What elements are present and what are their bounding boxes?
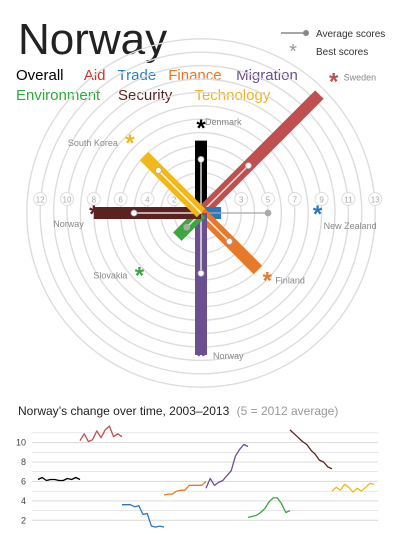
component-word-overall: Overall bbox=[16, 67, 64, 84]
average-dot-migration bbox=[197, 269, 205, 277]
best-country-aid: Sweden bbox=[344, 72, 377, 82]
average-dot-finance bbox=[226, 238, 233, 245]
component-word-technology: Technology bbox=[194, 87, 270, 104]
best-asterisk-overall: * bbox=[196, 115, 206, 142]
best-asterisk-environment: * bbox=[135, 263, 145, 290]
series-line-aid bbox=[79, 425, 123, 443]
scale-tick-label: 10 bbox=[63, 196, 72, 205]
radial-chart: 13579111324681012*Denmark*Sweden*New Zea… bbox=[26, 38, 383, 388]
average-dot-overall bbox=[197, 155, 205, 163]
average-dot-trade bbox=[264, 209, 272, 217]
scale-tick-badge bbox=[368, 192, 383, 206]
scale-tick-badge bbox=[33, 192, 48, 206]
scale-tick-badge bbox=[261, 192, 275, 206]
grid-ring bbox=[26, 38, 376, 388]
scale-tick-badge bbox=[60, 192, 74, 206]
average-legend-label: Average scores bbox=[316, 29, 385, 40]
best-country-trade: New Zealand bbox=[324, 221, 377, 231]
series-line-trade bbox=[122, 504, 165, 528]
scale-tick-label: 2 bbox=[172, 196, 177, 205]
scale-tick-badge bbox=[287, 192, 302, 206]
average-legend-dot bbox=[303, 30, 309, 36]
series-line-technology bbox=[331, 482, 375, 493]
best-country-security: Norway bbox=[53, 219, 84, 229]
scale-tick-badge bbox=[113, 192, 128, 206]
grid-ring bbox=[39, 51, 363, 375]
y-tick-label: 6 bbox=[21, 476, 26, 486]
best-country-finance: Finland bbox=[275, 275, 305, 285]
best-asterisk-trade: * bbox=[313, 201, 323, 228]
scale-tick-badge bbox=[314, 192, 329, 206]
series-line-environment bbox=[247, 497, 291, 519]
component-word-environment: Environment bbox=[16, 87, 101, 104]
page-title: Norway bbox=[18, 15, 167, 64]
line-chart: Norway’s change over time, 2003–2013 (5 … bbox=[16, 404, 378, 528]
line-chart-title: Norway’s change over time, 2003–2013 (5 … bbox=[18, 404, 338, 418]
y-tick-label: 8 bbox=[21, 457, 26, 467]
best-country-migration: Norway bbox=[213, 351, 244, 361]
best-asterisk-security: * bbox=[89, 201, 99, 228]
scale-tick-label: 12 bbox=[36, 196, 45, 205]
best-legend-asterisk: * bbox=[289, 41, 297, 63]
scale-tick-label: 3 bbox=[239, 196, 244, 205]
series-line-security bbox=[289, 429, 333, 470]
best-country-environment: Slovakia bbox=[93, 271, 127, 281]
scale-tick-label: 5 bbox=[266, 196, 271, 205]
scale-tick-badge bbox=[234, 192, 249, 206]
legend: Average scores * Best scores bbox=[281, 29, 385, 63]
series-line-overall bbox=[37, 476, 81, 482]
scale-tick-badge bbox=[341, 192, 356, 206]
average-dot-aid bbox=[244, 162, 252, 170]
scale-tick-label: 8 bbox=[92, 196, 97, 205]
y-tick-label: 10 bbox=[16, 438, 26, 448]
best-country-technology: South Korea bbox=[68, 138, 118, 148]
best-legend-label: Best scores bbox=[316, 47, 368, 58]
best-asterisk-migration: * bbox=[196, 343, 206, 370]
average-line-aid bbox=[200, 165, 249, 214]
scale-tick-label: 11 bbox=[344, 196, 353, 205]
component-word-migration: Migration bbox=[236, 67, 298, 84]
best-asterisk-finance: * bbox=[263, 267, 273, 294]
average-line-technology bbox=[157, 169, 202, 214]
y-tick-label: 2 bbox=[21, 515, 26, 525]
scale-tick-label: 4 bbox=[145, 196, 150, 205]
grid-ring bbox=[52, 64, 350, 362]
scale-tick-label: 6 bbox=[118, 196, 123, 205]
scale-tick-label: 9 bbox=[319, 196, 324, 205]
best-country-overall: Denmark bbox=[205, 117, 242, 127]
series-line-migration bbox=[205, 443, 249, 489]
y-tick-label: 4 bbox=[21, 496, 26, 506]
scale-tick-label: 13 bbox=[371, 196, 380, 205]
best-asterisk-technology: * bbox=[125, 130, 135, 157]
scale-tick-label: 7 bbox=[293, 196, 298, 205]
average-dot-security bbox=[130, 209, 138, 217]
scale-tick-badge bbox=[140, 192, 155, 206]
best-asterisk-aid: * bbox=[329, 68, 339, 95]
series-line-finance bbox=[163, 480, 207, 496]
average-dot-technology bbox=[154, 166, 162, 174]
scale-tick-badge bbox=[86, 192, 101, 206]
component-word-trade: Trade bbox=[118, 67, 157, 84]
average-dot-environment bbox=[183, 223, 191, 231]
